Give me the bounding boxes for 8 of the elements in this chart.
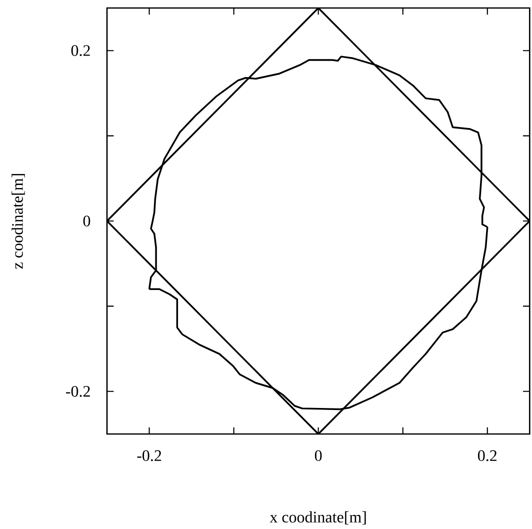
y-axis-title: z coodinate[m] <box>12 174 25 269</box>
x-axis-title: x coodinate[m] <box>270 511 366 525</box>
y-tick-label: 0 <box>83 216 90 226</box>
x-tick-label: 0.2 <box>478 450 497 462</box>
y-tick-label: 0.2 <box>71 45 90 56</box>
y-tick-label: -0.2 <box>66 386 90 397</box>
x-tick-label: -0.2 <box>137 450 162 462</box>
x-tick-label: 0 <box>314 450 322 462</box>
